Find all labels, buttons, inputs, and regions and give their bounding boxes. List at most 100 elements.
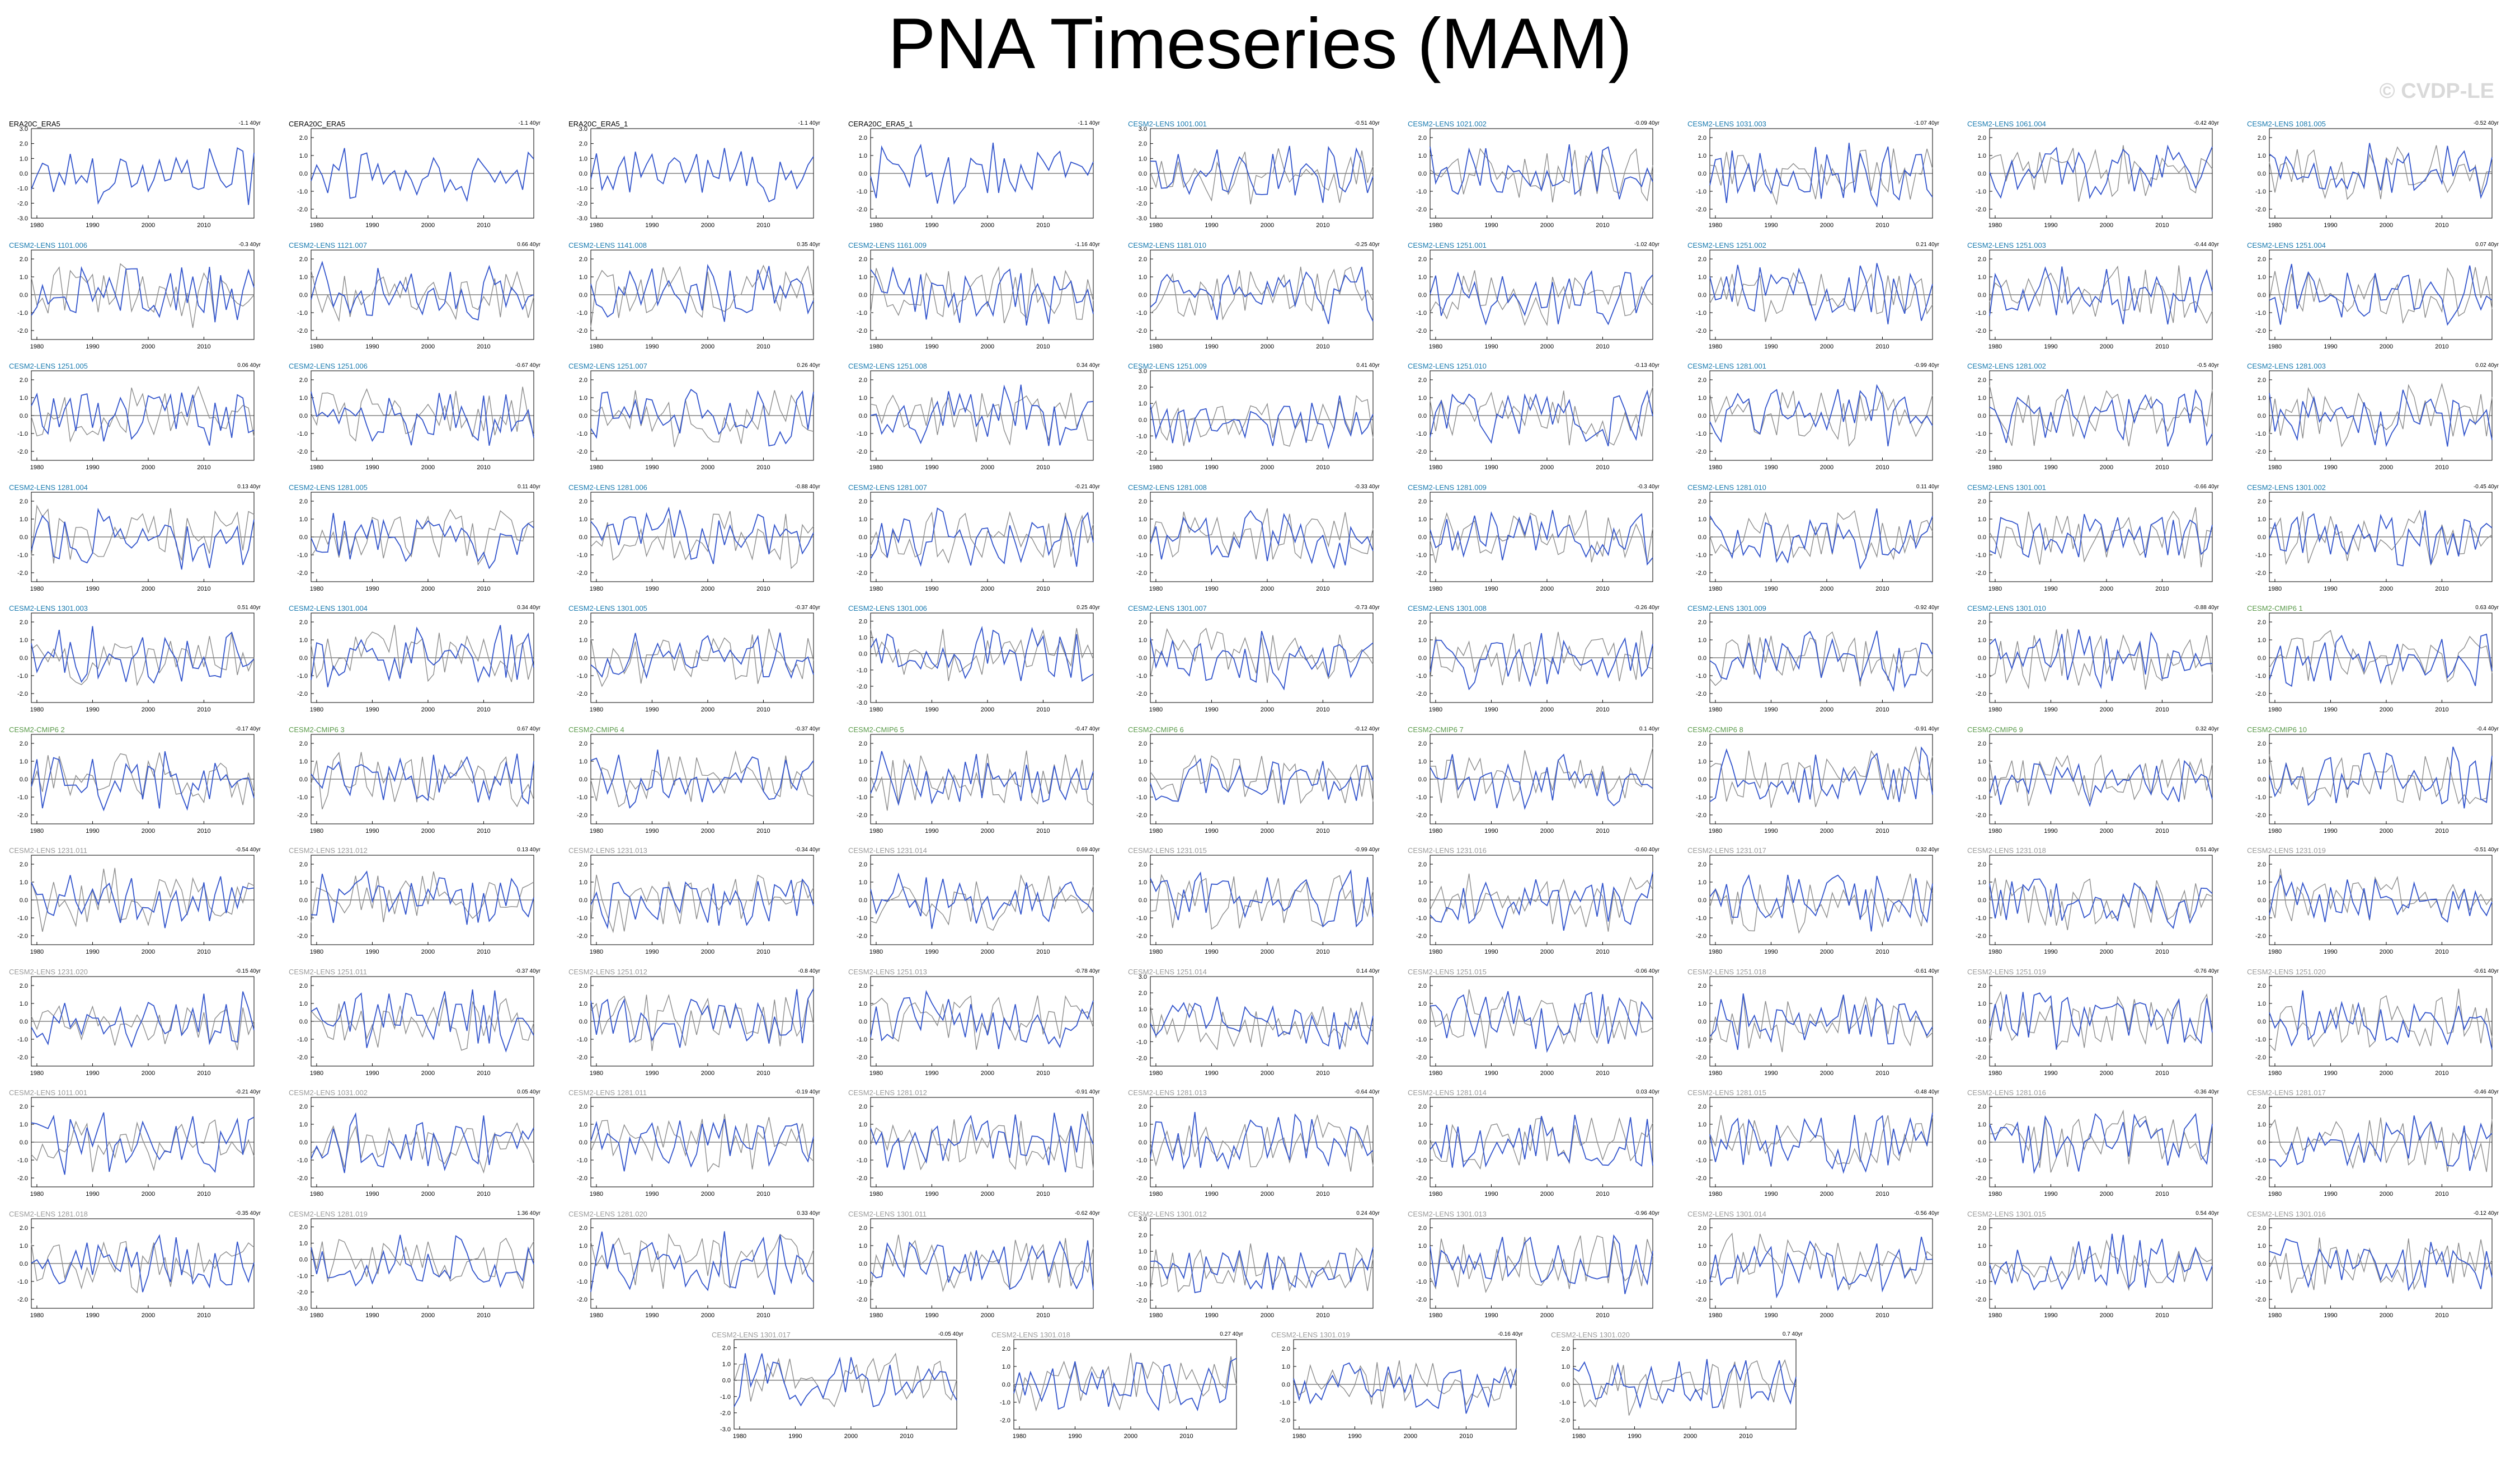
y-tick-label: 1.0	[859, 635, 867, 642]
y-tick-label: 1.0	[20, 1121, 28, 1128]
y-tick-label: -1.0	[857, 1036, 867, 1043]
y-tick-label: 1.0	[579, 879, 587, 886]
y-tick-label: 0.0	[1698, 413, 1706, 419]
member-series-line	[1430, 270, 1653, 326]
panel-plot: 2.0 1.0 0.0 -1.0 -2.0 1980 1990 2000 2010	[2255, 976, 2493, 1077]
y-tick-label: 0.0	[1698, 776, 1706, 783]
y-tick-label: 0.0	[579, 534, 587, 541]
y-tick-label: -2.0	[17, 449, 28, 455]
panel-plot: 2.0 1.0 0.0 -1.0 -2.0 1980 1990 2000 2010	[1696, 128, 1933, 229]
y-tick-label: 1.0	[2258, 637, 2266, 644]
y-tick-label: 0.0	[579, 413, 587, 419]
y-tick-label: 2.0	[20, 256, 28, 263]
panel-plot: 2.0 1.0 0.0 -1.0 -2.0 1980 1990 2000 2010	[577, 249, 814, 350]
y-tick-label: 1.0	[20, 1001, 28, 1007]
y-tick-label: -1.0	[1559, 1399, 1570, 1406]
y-tick-label: -2.0	[297, 812, 308, 819]
y-tick-label: 2.0	[1978, 1225, 1986, 1232]
obs-series-line	[870, 393, 1094, 446]
x-tick-label: 2000	[1820, 343, 1833, 350]
panel-plot: 2.0 1.0 0.0 -1.0 -2.0 1980 1990 2000 2010	[857, 370, 1094, 471]
y-tick-label: 0.0	[20, 171, 28, 177]
panel: CERA20C_ERA5_1 -1.1 40yr 2.0 1.0 0.0 -1.0 -2.0…	[847, 119, 1104, 236]
panel-trend-label: -0.06 40yr	[1634, 968, 1659, 974]
y-tick-label: 2.0	[1139, 990, 1147, 997]
y-tick-label: 1.0	[299, 1121, 308, 1128]
panel: CESM2-LENS 1301.002 -0.45 40yr 2.0 1.0 0.0 -1…	[2246, 482, 2503, 600]
panel-plot: 2.0 1.0 0.0 -1.0 -2.0 1980 1990 2000 2010	[1976, 128, 2213, 229]
obs-series-line	[1150, 266, 1374, 320]
x-tick-label: 1980	[1429, 464, 1442, 471]
y-tick-label: -3.0	[720, 1426, 731, 1433]
panel-title: CESM2-LENS 1281.018	[9, 1209, 88, 1218]
y-tick-label: 0.0	[1698, 171, 1706, 177]
panel-trend-label: -0.62 40yr	[1074, 1210, 1100, 1217]
obs-series-line	[590, 874, 814, 934]
y-tick-label: 0.0	[2258, 776, 2266, 783]
y-tick-label: 1.0	[579, 1121, 587, 1128]
y-tick-label: -1.0	[1416, 552, 1427, 559]
panel-plot: 2.0 1.0 0.0 -1.0 -2.0 1980 1990 2000 2010	[1416, 976, 1653, 1077]
x-tick-label: 2010	[1875, 828, 1889, 835]
y-tick-label: -1.0	[17, 310, 28, 317]
panel-trend-label: -0.61 40yr	[1913, 968, 1939, 974]
y-tick-label: -2.0	[1696, 933, 1706, 940]
panel-title: CESM2-LENS 1301.004	[289, 604, 368, 612]
y-tick-label: -1.0	[577, 186, 587, 192]
x-tick-label: 1990	[645, 1191, 659, 1198]
member-series-line	[311, 392, 534, 446]
x-tick-label: 1990	[645, 828, 659, 835]
y-tick-label: 0.0	[859, 1261, 867, 1267]
y-tick-label: 2.0	[1139, 256, 1147, 263]
panel-trend-label: 0.24 40yr	[1356, 1210, 1380, 1217]
y-tick-label: 1.0	[299, 153, 308, 159]
y-tick-label: -1.0	[1976, 915, 1986, 922]
x-tick-label: 2000	[2100, 464, 2113, 471]
x-tick-label: 1980	[2268, 586, 2282, 592]
y-tick-label: -2.0	[17, 933, 28, 940]
panel: CESM2-LENS 1251.019 -0.76 40yr 2.0 1.0 0.0 -1…	[1966, 967, 2223, 1084]
y-tick-label: 1.0	[1698, 153, 1706, 159]
obs-series-line	[1150, 754, 1374, 804]
panel: CESM2-LENS 1301.015 0.54 40yr 2.0 1.0 0.0 -1.…	[1966, 1209, 2223, 1326]
y-tick-label: -2.0	[1136, 691, 1147, 697]
x-tick-label: 2010	[756, 1070, 770, 1077]
y-tick-label: -2.0	[2255, 812, 2266, 819]
panel-plot: 2.0 1.0 0.0 -1.0 -2.0 1980 1990 2000 2010	[2255, 612, 2493, 713]
y-tick-label: 1.0	[1978, 153, 1986, 159]
obs-series-line	[2269, 753, 2493, 804]
obs-series-line	[1709, 1115, 1933, 1165]
y-tick-label: 0.0	[579, 897, 587, 904]
y-tick-label: -2.0	[1976, 1297, 1986, 1303]
y-tick-label: 1.0	[1978, 516, 1986, 523]
y-tick-label: 2.0	[1002, 1346, 1010, 1352]
x-tick-label: 1990	[86, 464, 99, 471]
x-tick-label: 1980	[310, 343, 323, 350]
panel-plot: 2.0 1.0 0.0 -1.0 -2.0 1980 1990 2000 2010	[297, 855, 534, 955]
x-tick-label: 2010	[2435, 706, 2448, 713]
y-tick-label: -2.0	[1136, 933, 1147, 940]
x-tick-label: 2000	[1261, 464, 1274, 471]
y-tick-label: -2.0	[297, 449, 308, 455]
panel: CESM2-LENS 1251.010 -0.13 40yr 2.0 1.0 0.0 -1…	[1407, 361, 1664, 478]
panel: CESM2-LENS 1281.013 -0.64 40yr 2.0 1.0 0.0 -1…	[1127, 1087, 1384, 1205]
y-tick-label: 2.0	[2258, 135, 2266, 142]
x-tick-label: 2010	[2155, 1191, 2169, 1198]
panel-plot: 2.0 1.0 0.0 -1.0 -2.0 1980 1990 2000 2010	[297, 1097, 534, 1198]
x-tick-label: 2010	[1875, 464, 1889, 471]
y-tick-label: -2.0	[297, 691, 308, 697]
y-tick-label: 2.0	[1139, 384, 1147, 391]
panel: CESM2-LENS 1231.011 -0.54 40yr 2.0 1.0 0.0 -1…	[8, 845, 265, 963]
panel-trend-label: 0.25 40yr	[1076, 605, 1100, 611]
y-tick-label: -1.0	[1136, 1157, 1147, 1164]
panel: CESM2-LENS 1231.015 -0.99 40yr 2.0 1.0 0.0 -1…	[1127, 845, 1384, 963]
panel: CESM2-LENS 1251.018 -0.61 40yr 2.0 1.0 0.0 -1…	[1686, 967, 1944, 1084]
panel: CESM2-LENS 1251.002 0.21 40yr 2.0 1.0 0.0 -1.…	[1686, 240, 1944, 357]
x-tick-label: 1980	[2268, 1191, 2282, 1198]
y-tick-label: -2.0	[1696, 1297, 1706, 1303]
y-tick-label: 1.0	[1978, 1001, 1986, 1007]
y-tick-label: -1.0	[577, 552, 587, 559]
panel-trend-label: -0.48 40yr	[1913, 1089, 1939, 1095]
y-tick-label: 0.0	[859, 1139, 867, 1146]
y-tick-label: 0.0	[1139, 897, 1147, 904]
